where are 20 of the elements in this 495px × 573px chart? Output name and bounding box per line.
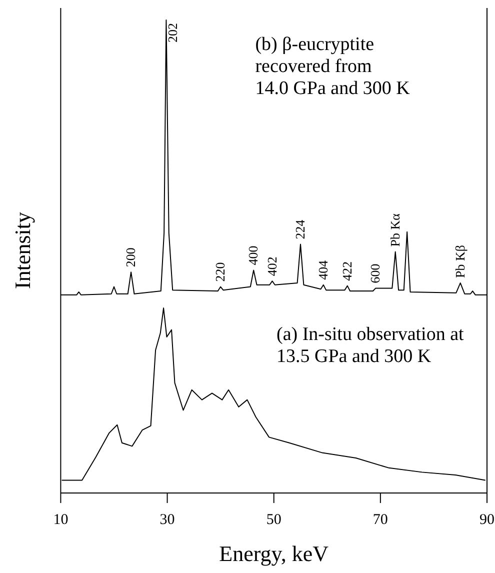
- annotation: 404: [315, 260, 330, 280]
- x-tick-label: 50: [266, 512, 282, 528]
- annotation: (b) β-eucryptite recovered from 14.0 GPa and 300 K: [255, 34, 410, 99]
- annotation: 220: [212, 262, 228, 282]
- annotation: 400: [246, 246, 261, 266]
- annotation: 600: [368, 264, 383, 284]
- annotation: 202: [165, 23, 180, 42]
- x-axis-title: Energy, keV: [219, 541, 329, 566]
- annotation: 422: [339, 261, 354, 281]
- annotation: 224: [292, 219, 308, 240]
- annotation: 200: [123, 248, 138, 268]
- y-axis-title: Intensity: [10, 212, 35, 289]
- x-tick-label: 70: [372, 512, 388, 528]
- x-tick-label: 90: [480, 512, 494, 528]
- annotation: Pb Kα: [387, 213, 402, 247]
- x-tick-label: 10: [53, 512, 68, 528]
- annotation: (a) In-situ observation at 13.5 GPa and 300 K: [276, 324, 465, 367]
- x-tick-label: 30: [160, 512, 175, 528]
- annotation: Pb Kβ: [452, 244, 468, 278]
- annotation: 402: [264, 256, 280, 276]
